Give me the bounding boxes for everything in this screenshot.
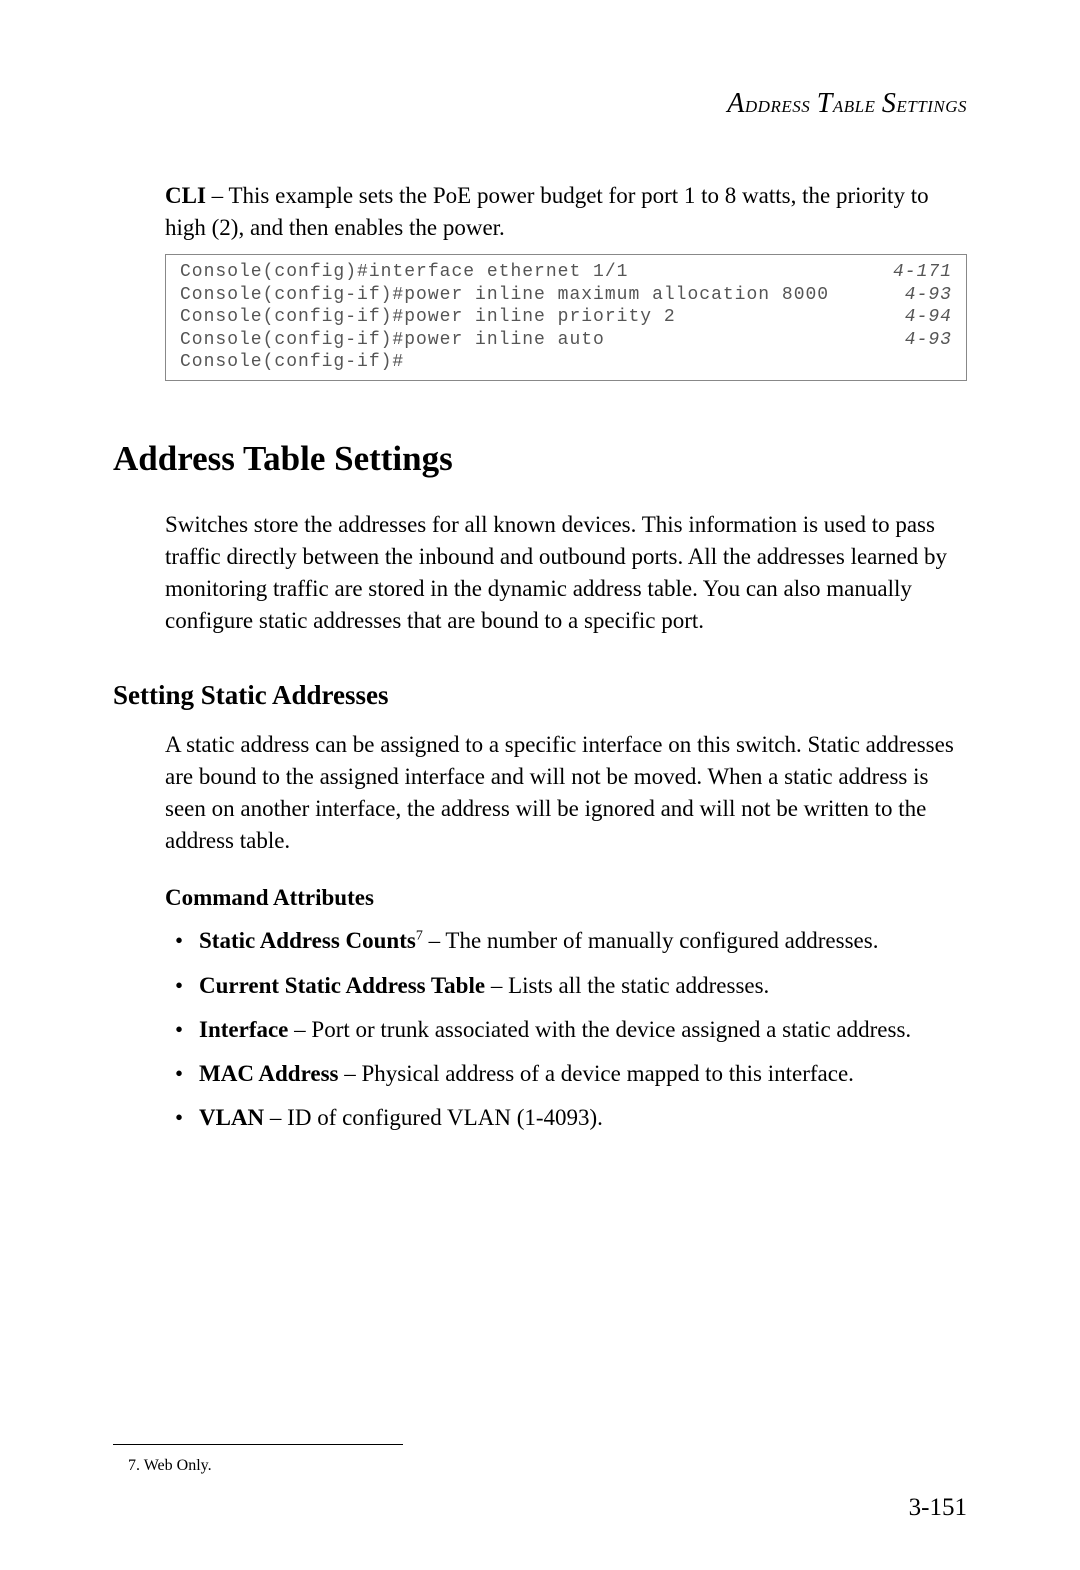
code-line: Console(config-if)# (180, 351, 952, 374)
code-line: Console(config-if)#power inline auto4-93 (180, 329, 952, 352)
subsection-paragraph: A static address can be assigned to a sp… (165, 729, 967, 858)
section-heading: Address Table Settings (113, 439, 967, 479)
code-block: Console(config)#interface ethernet 1/14-… (165, 254, 967, 381)
command-attributes-heading: Command Attributes (165, 885, 967, 911)
list-item: MAC Address – Physical address of a devi… (175, 1058, 967, 1090)
bullet-list: Static Address Counts7 – The number of m… (175, 925, 967, 1134)
subsection-heading: Setting Static Addresses (113, 680, 967, 711)
cli-intro-text: – This example sets the PoE power budget… (165, 183, 929, 240)
list-item: Static Address Counts7 – The number of m… (175, 925, 967, 957)
code-line: Console(config-if)#power inline maximum … (180, 284, 952, 307)
list-item: Interface – Port or trunk associated wit… (175, 1014, 967, 1046)
cli-intro-paragraph: CLI – This example sets the PoE power bu… (165, 180, 967, 244)
footnote-rule (113, 1444, 403, 1445)
list-item: Current Static Address Table – Lists all… (175, 970, 967, 1002)
section-paragraph: Switches store the addresses for all kno… (165, 509, 967, 638)
footnote: 7. Web Only. (128, 1457, 212, 1475)
code-line: Console(config)#interface ethernet 1/14-… (180, 261, 952, 284)
running-header: Address Table Settings (113, 88, 967, 120)
page-number: 3-151 (909, 1494, 967, 1522)
cli-label: CLI (165, 183, 206, 208)
code-line: Console(config-if)#power inline priority… (180, 306, 952, 329)
list-item: VLAN – ID of configured VLAN (1-4093). (175, 1102, 967, 1134)
